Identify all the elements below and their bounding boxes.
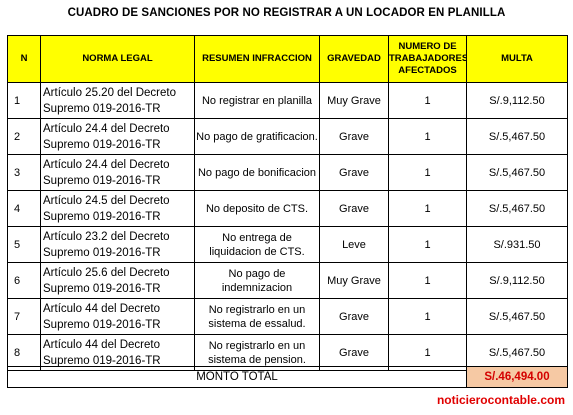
cell-n: 4 xyxy=(7,190,41,227)
table-row: 4 Artículo 24.5 del Decreto Supremo 019-… xyxy=(7,190,568,227)
cell-norma: Artículo 25.20 del Decreto Supremo 019-2… xyxy=(40,82,195,119)
cell-gravedad: Muy Grave xyxy=(319,82,389,119)
cell-numero: 1 xyxy=(388,118,467,155)
table-row: 2 Artículo 24.4 del Decreto Supremo 019-… xyxy=(7,118,568,155)
cell-multa: S/.5,467.50 xyxy=(466,334,568,371)
column-header-norma: NORMA LEGAL xyxy=(40,35,195,83)
cell-norma: Artículo 24.5 del Decreto Supremo 019-20… xyxy=(40,190,195,227)
cell-norma: Artículo 25.6 del Decreto Supremo 019-20… xyxy=(40,262,195,299)
total-value: S/.46,494.00 xyxy=(466,366,568,388)
cell-n: 6 xyxy=(7,262,41,299)
cell-numero: 1 xyxy=(388,154,467,191)
cell-multa: S/.9,112.50 xyxy=(466,262,568,299)
table-row: 1 Artículo 25.20 del Decreto Supremo 019… xyxy=(7,82,568,119)
cell-n: 8 xyxy=(7,334,41,371)
cell-n: 2 xyxy=(7,118,41,155)
cell-n: 5 xyxy=(7,226,41,263)
cell-resumen: No pago de indemnizacion xyxy=(194,262,320,299)
table-row: 3 Artículo 24.4 del Decreto Supremo 019-… xyxy=(7,154,568,191)
table-row: 8 Artículo 44 del Decreto Supremo 019-20… xyxy=(7,334,568,371)
column-header-gravedad: GRAVEDAD xyxy=(319,35,389,83)
cell-gravedad: Grave xyxy=(319,118,389,155)
column-header-numero: NUMERO DE TRABAJADORES AFECTADOS xyxy=(388,35,467,83)
cell-resumen: No registrarlo en un sistema de pension. xyxy=(194,334,320,371)
cell-resumen: No pago de bonificacion xyxy=(194,154,320,191)
cell-multa: S/.5,467.50 xyxy=(466,118,568,155)
cell-numero: 1 xyxy=(388,334,467,371)
page-title: CUADRO DE SANCIONES POR NO REGISTRAR A U… xyxy=(67,7,506,19)
column-header-resumen: RESUMEN INFRACCION xyxy=(194,35,320,83)
cell-gravedad: Grave xyxy=(319,298,389,335)
table-row: 6 Artículo 25.6 del Decreto Supremo 019-… xyxy=(7,262,568,299)
cell-gravedad: Grave xyxy=(319,190,389,227)
cell-multa: S/.5,467.50 xyxy=(466,298,568,335)
table-row: 7 Artículo 44 del Decreto Supremo 019-20… xyxy=(7,298,568,335)
column-header-multa: MULTA xyxy=(466,35,568,83)
cell-norma: Artículo 44 del Decreto Supremo 019-2016… xyxy=(40,298,195,335)
cell-numero: 1 xyxy=(388,82,467,119)
cell-numero: 1 xyxy=(388,298,467,335)
cell-n: 7 xyxy=(7,298,41,335)
cell-numero: 1 xyxy=(388,190,467,227)
cell-norma: Artículo 23.2 del Decreto Supremo 019-20… xyxy=(40,226,195,263)
sanctions-table: N NORMA LEGAL RESUMEN INFRACCION GRAVEDA… xyxy=(7,35,568,371)
cell-n: 3 xyxy=(7,154,41,191)
cell-resumen: No registrarlo en un sistema de essalud. xyxy=(194,298,320,335)
column-header-n: N xyxy=(7,35,41,83)
table-row: 5 Artículo 23.2 del Decreto Supremo 019-… xyxy=(7,226,568,263)
cell-multa: S/.5,467.50 xyxy=(466,190,568,227)
cell-multa: S/.9,112.50 xyxy=(466,82,568,119)
cell-gravedad: Grave xyxy=(319,334,389,371)
cell-n: 1 xyxy=(7,82,41,119)
cell-resumen: No registrar en planilla xyxy=(194,82,320,119)
footer-site-name: noticierocontable.com xyxy=(436,393,565,407)
table-header-row: N NORMA LEGAL RESUMEN INFRACCION GRAVEDA… xyxy=(7,35,568,83)
cell-gravedad: Muy Grave xyxy=(319,262,389,299)
cell-multa: S/.931.50 xyxy=(466,226,568,263)
cell-norma: Artículo 24.4 del Decreto Supremo 019-20… xyxy=(40,118,195,155)
cell-numero: 1 xyxy=(388,226,467,263)
cell-resumen: No pago de gratificacion. xyxy=(194,118,320,155)
cell-gravedad: Leve xyxy=(319,226,389,263)
cell-norma: Artículo 24.4 del Decreto Supremo 019-20… xyxy=(40,154,195,191)
total-label: MONTO TOTAL xyxy=(7,366,467,388)
total-table: MONTO TOTAL S/.46,494.00 xyxy=(7,366,568,388)
cell-multa: S/.5,467.50 xyxy=(466,154,568,191)
cell-gravedad: Grave xyxy=(319,154,389,191)
cell-resumen: No entrega de liquidacion de CTS. xyxy=(194,226,320,263)
cell-resumen: No deposito de CTS. xyxy=(194,190,320,227)
cell-numero: 1 xyxy=(388,262,467,299)
total-row: MONTO TOTAL S/.46,494.00 xyxy=(7,366,568,388)
